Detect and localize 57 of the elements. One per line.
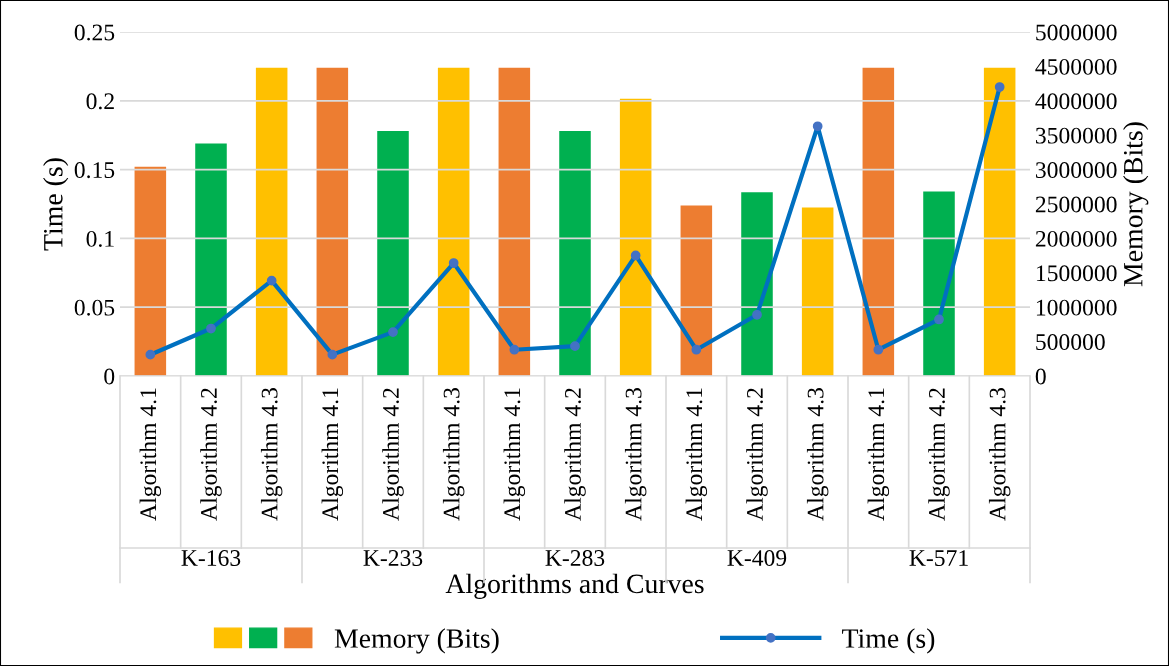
x-tick-label: Algorithm 4.3	[806, 388, 829, 521]
y2-tick-label: 3000000	[1035, 162, 1117, 179]
x-tick-label: Algorithm 4.2	[746, 388, 768, 521]
y2-tick-label: 500000	[1036, 334, 1105, 351]
bar	[801, 207, 834, 376]
legend-label: Memory (Bits)	[334, 628, 499, 654]
y2-tick-label: 2000000	[1035, 230, 1117, 247]
x-tick-label: Algorithm 4.1	[685, 388, 708, 521]
bar	[437, 67, 470, 376]
y2-axis-title: Memory (Bits)	[1123, 122, 1149, 287]
x-tick-label: Algorithm 4.2	[200, 388, 222, 521]
x-tick-label: Algorithm 4.3	[624, 388, 647, 521]
text: K-163	[181, 550, 241, 566]
y-tick-label: 0	[104, 368, 115, 385]
bar	[619, 98, 652, 376]
bar	[680, 205, 713, 376]
y2-tick-label: 5000000	[1036, 24, 1117, 41]
x-tick-label: Algorithm 4.2	[382, 388, 404, 521]
y2-tick-label: 3500000	[1035, 127, 1117, 144]
text: K-283	[545, 550, 605, 566]
bar	[862, 67, 895, 376]
x-tick-label: Algorithm 4.1	[321, 388, 344, 521]
y-tick-label: 0.2	[86, 93, 114, 110]
bar	[983, 67, 1016, 376]
bar	[195, 143, 227, 376]
y-tick-label: 0.05	[74, 299, 115, 316]
legend-label: Time (s)	[842, 628, 935, 654]
y2-tick-label: 1000000	[1036, 299, 1117, 316]
bar	[741, 192, 773, 376]
text: K-571	[909, 550, 968, 566]
y2-tick-label: 4500000	[1035, 58, 1117, 75]
bar	[923, 191, 955, 376]
x-tick-label: Algorithm 4.1	[503, 388, 526, 521]
x-tick-label: Algorithm 4.1	[139, 388, 162, 521]
y-tick-label: 0.1	[86, 230, 114, 247]
y2-tick-label: 2500000	[1035, 196, 1117, 213]
text: K-233	[363, 550, 423, 566]
y2-tick-label: 4000000	[1035, 93, 1117, 110]
x-axis-title: Algorithms and Curves	[445, 573, 704, 599]
y-tick-label: 0.25	[74, 24, 115, 41]
x-tick-label: Algorithm 4.3	[442, 388, 465, 521]
bar	[377, 131, 409, 376]
y2-tick-label: 1500000	[1036, 265, 1117, 282]
bar	[559, 131, 591, 376]
y2-tick-label: 0	[1035, 368, 1046, 385]
text: K-409	[727, 550, 787, 566]
bar	[498, 67, 531, 376]
x-tick-label: Algorithm 4.3	[988, 388, 1011, 521]
y-tick-label: 0.15	[74, 162, 115, 179]
y-axis-title: Time (s)	[43, 158, 69, 251]
bar	[255, 67, 288, 376]
bar	[316, 67, 349, 376]
x-tick-label: Algorithm 4.2	[564, 388, 586, 521]
bar	[134, 166, 167, 376]
x-tick-label: Algorithm 4.2	[928, 388, 950, 521]
x-tick-label: Algorithm 4.3	[260, 388, 283, 521]
x-tick-label: Algorithm 4.1	[867, 388, 890, 521]
